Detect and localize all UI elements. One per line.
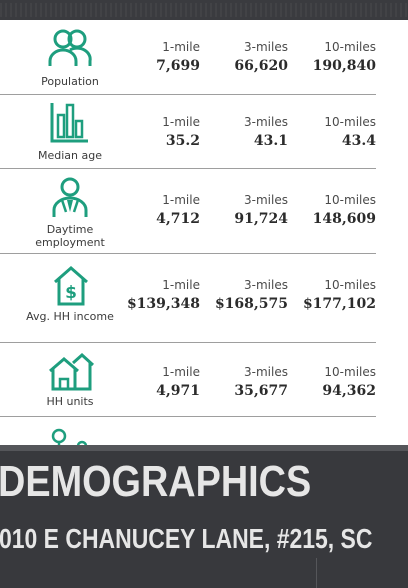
- col-3-miles: 3-miles 91,724: [188, 193, 288, 227]
- radius-label: 3-miles: [244, 193, 288, 207]
- radius-label: 3-miles: [244, 115, 288, 129]
- svg-text:$: $: [65, 283, 77, 303]
- radius-label: 10-miles: [324, 115, 376, 129]
- people-icon: [46, 28, 94, 68]
- stat-value: 35,677: [234, 383, 288, 399]
- col-3-miles: 3-miles 43.1: [188, 115, 288, 149]
- demographics-panel: Population 1-mile 7,699 3-miles 66,620 1…: [0, 20, 408, 445]
- stat-value: 148,609: [312, 211, 376, 227]
- radius-label: 1-mile: [162, 193, 200, 207]
- stat-value: 43.1: [253, 133, 288, 149]
- stat-value: 190,840: [312, 58, 376, 74]
- top-bar-texture: [0, 3, 408, 17]
- stat-value: 91,724: [234, 211, 288, 227]
- banner-divider: [316, 558, 317, 588]
- radius-label: 10-miles: [324, 365, 376, 379]
- stat-row-population: Population 1-mile 7,699 3-miles 66,620 1…: [0, 20, 408, 94]
- col-3-miles: 3-miles 66,620: [188, 40, 288, 74]
- row-divider: [0, 168, 376, 169]
- stat-value: $177,102: [302, 296, 376, 312]
- col-10-miles: 10-miles 43.4: [276, 115, 376, 149]
- houses-icon: [47, 353, 95, 391]
- radius-label: 10-miles: [324, 40, 376, 54]
- top-bar: [0, 0, 408, 20]
- radius-label: 3-miles: [244, 278, 288, 292]
- col-1-mile: 1-mile 35.2: [100, 115, 200, 149]
- stat-value: 43.4: [341, 133, 376, 149]
- col-10-miles: 10-miles 148,609: [276, 193, 376, 227]
- col-3-miles: 3-miles $168,575: [188, 278, 288, 312]
- stat-value: 94,362: [322, 383, 376, 399]
- stat-value: 35.2: [165, 133, 200, 149]
- col-1-mile: 1-mile 4,712: [100, 193, 200, 227]
- stat-row-daytime-employment: Daytime employment 1-mile 4,712 3-miles …: [0, 169, 408, 253]
- row-divider: [0, 416, 376, 417]
- row-divider: [0, 94, 376, 95]
- radius-label: 1-mile: [162, 40, 200, 54]
- row-label: Median age: [38, 149, 102, 162]
- stat-row-avg-hh-income: $ Avg. HH income 1-mile $139,348 3-miles…: [0, 254, 408, 342]
- row-label: HH units: [46, 395, 94, 408]
- house-dollar-icon: $: [51, 264, 91, 306]
- stat-value: 4,712: [156, 211, 200, 227]
- col-10-miles: 10-miles 190,840: [276, 40, 376, 74]
- radius-label: 3-miles: [244, 40, 288, 54]
- row-divider: [0, 342, 376, 343]
- col-1-mile: 1-mile $139,348: [100, 278, 200, 312]
- stat-value: 4,971: [156, 383, 200, 399]
- radius-label: 1-mile: [162, 365, 200, 379]
- col-10-miles: 10-miles 94,362: [276, 365, 376, 399]
- stat-value: 66,620: [234, 58, 288, 74]
- col-1-mile: 1-mile 7,699: [100, 40, 200, 74]
- stat-row-median-age: Median age 1-mile 35.2 3-miles 43.1 10-m…: [0, 95, 408, 168]
- section-title: DEMOGRAPHICS: [0, 457, 312, 506]
- radius-label: 3-miles: [244, 365, 288, 379]
- banner-strip: [0, 445, 408, 451]
- col-3-miles: 3-miles 35,677: [188, 365, 288, 399]
- radius-label: 1-mile: [162, 115, 200, 129]
- stat-value: 7,699: [156, 58, 200, 74]
- col-10-miles: 10-miles $177,102: [276, 278, 376, 312]
- radius-label: 1-mile: [162, 278, 200, 292]
- row-label: Daytime employment: [35, 223, 105, 249]
- stat-value: $139,348: [126, 296, 200, 312]
- row-label: Avg. HH income: [26, 310, 114, 323]
- radius-label: 10-miles: [324, 278, 376, 292]
- col-1-mile: 1-mile 4,971: [100, 365, 200, 399]
- bar-chart-icon: [50, 101, 90, 143]
- radius-label: 10-miles: [324, 193, 376, 207]
- row-label: Population: [41, 75, 99, 88]
- stat-value: $168,575: [214, 296, 288, 312]
- location-pin-icon: [50, 428, 90, 445]
- property-address: 010 E CHANUCEY LANE, #215, SC: [0, 523, 373, 554]
- stat-row-hh-units: HH units 1-mile 4,971 3-miles 35,677 10-…: [0, 343, 408, 417]
- worker-icon: [51, 176, 89, 218]
- footer-banner: DEMOGRAPHICS 010 E CHANUCEY LANE, #215, …: [0, 445, 408, 588]
- row-divider: [0, 253, 376, 254]
